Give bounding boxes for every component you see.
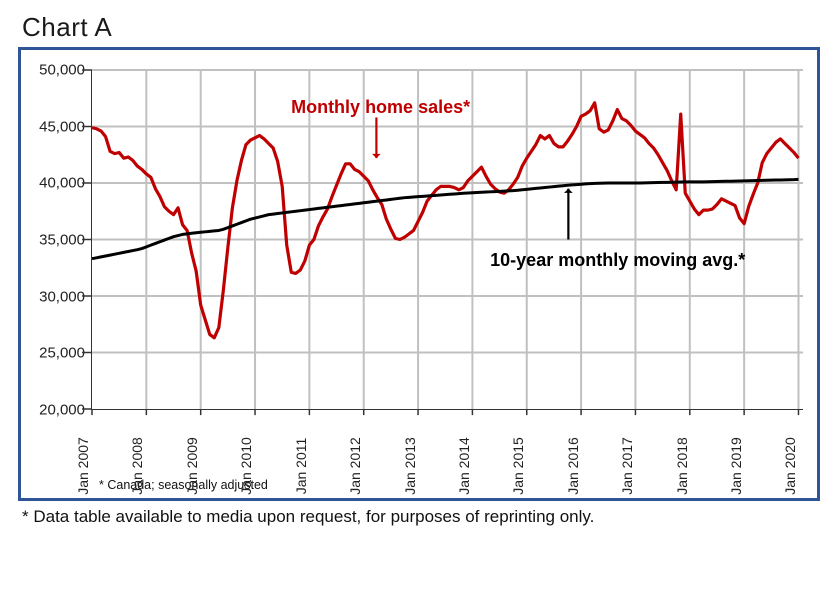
y-tick: 50,000 — [39, 62, 85, 79]
x-tick: Jan 2008 — [129, 437, 145, 495]
x-tick: Jan 2011 — [293, 438, 309, 495]
plot-wrap: 20,00025,00030,00035,00040,00045,00050,0… — [29, 70, 803, 470]
x-tick: Jan 2009 — [184, 437, 200, 495]
y-axis: 20,00025,00030,00035,00040,00045,00050,0… — [29, 70, 91, 410]
y-tick: 35,000 — [39, 232, 85, 249]
series-10-year monthly moving avg.* — [92, 179, 798, 258]
x-tick: Jan 2013 — [402, 437, 418, 495]
x-tick: Jan 2007 — [75, 437, 91, 495]
y-tick: 20,000 — [39, 402, 85, 419]
y-tick: 30,000 — [39, 288, 85, 305]
x-axis: Jan 2007Jan 2008Jan 2009Jan 2010Jan 2011… — [91, 410, 803, 470]
x-tick: Jan 2019 — [728, 437, 744, 495]
chart-svg — [92, 70, 803, 409]
y-tick: 40,000 — [39, 175, 85, 192]
x-tick: Jan 2016 — [565, 437, 581, 495]
series-Monthly home sales* — [92, 103, 798, 338]
footnote-inner: * Canada; seasonally adjusted — [99, 478, 803, 492]
x-tick: Jan 2018 — [674, 437, 690, 495]
x-tick: Jan 2015 — [510, 437, 526, 495]
plot-area: Monthly home sales* 10-year monthly movi… — [91, 70, 803, 410]
footnote-outer: * Data table available to media upon req… — [22, 507, 820, 527]
y-tick: 45,000 — [39, 118, 85, 135]
chart-title: Chart A — [22, 12, 820, 43]
x-tick: Jan 2020 — [782, 437, 798, 495]
chart-container: 20,000 25,000 30,000 35,000 40,000 45,000 50,0… — [18, 47, 820, 501]
x-tick: Jan 2012 — [347, 437, 363, 495]
x-tick: Jan 2014 — [456, 437, 472, 495]
x-tick: Jan 2017 — [619, 437, 635, 495]
x-tick: Jan 2010 — [238, 437, 254, 495]
y-tick: 25,000 — [39, 345, 85, 362]
